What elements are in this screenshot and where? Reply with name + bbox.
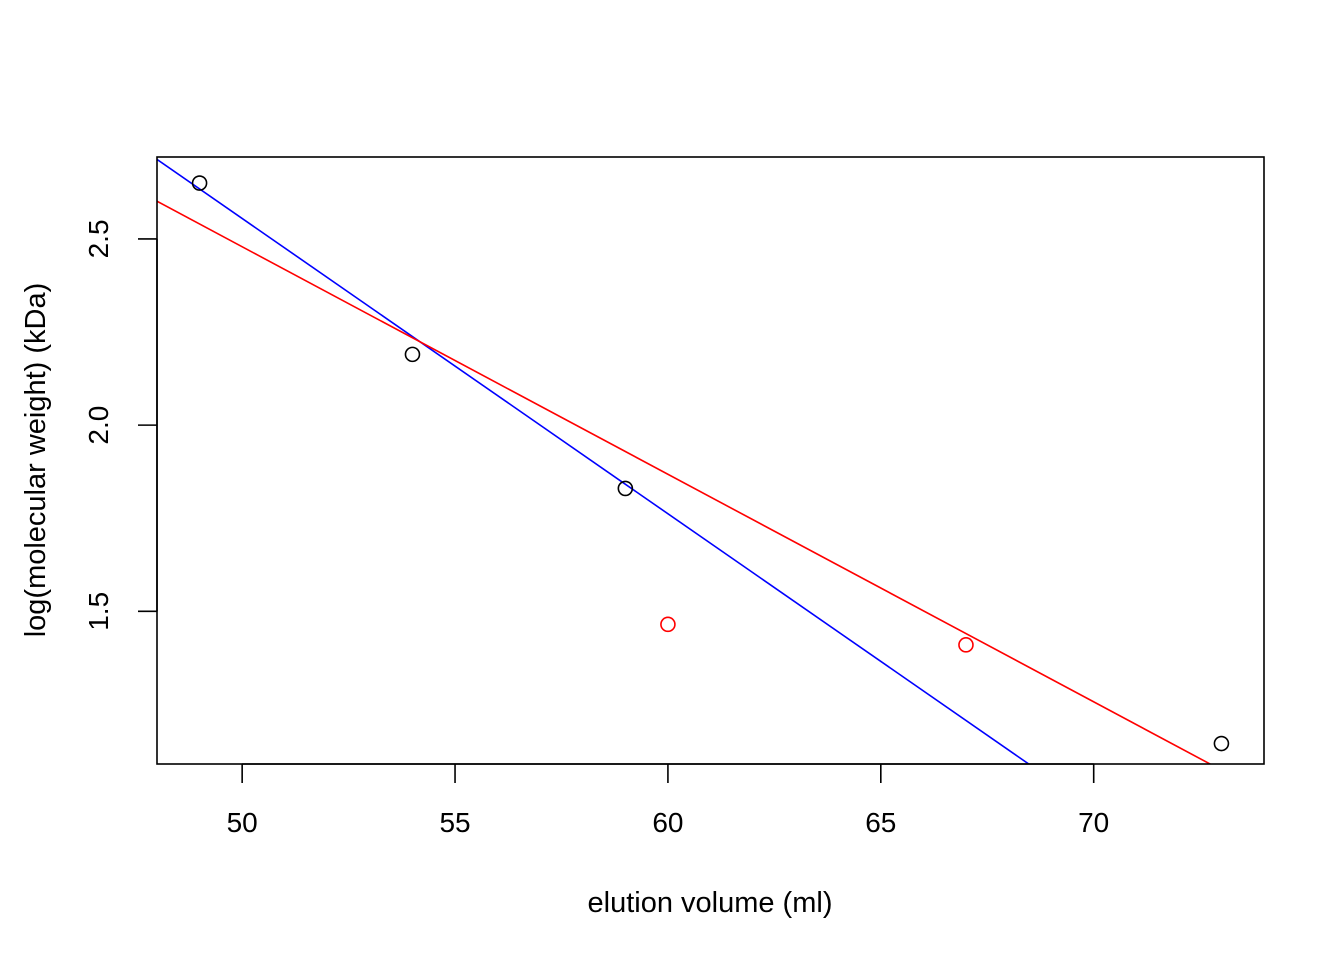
- x-axis: 50 55 60 65 70: [227, 763, 1109, 838]
- y-axis: 1.5 2.0 2.5: [83, 219, 158, 631]
- y-tick-label: 1.5: [83, 592, 114, 631]
- fit-line: [157, 200, 1212, 764]
- data-point: [1213, 735, 1230, 752]
- data-point: [660, 616, 676, 633]
- fit-line: [157, 158, 1031, 764]
- x-tick-label: 55: [439, 807, 470, 838]
- x-tick-label: 70: [1078, 807, 1109, 838]
- x-tick-label: 60: [652, 807, 683, 838]
- data-point: [191, 175, 208, 191]
- plot-frame: [156, 156, 1265, 765]
- data-point: [958, 637, 974, 653]
- x-tick-label: 50: [227, 807, 258, 838]
- data-points: [191, 175, 1230, 752]
- x-tick-label: 65: [865, 807, 896, 838]
- fit-lines: [157, 158, 1212, 764]
- y-tick-label: 2.0: [83, 406, 114, 445]
- data-point: [404, 346, 421, 363]
- y-tick-label: 2.5: [83, 219, 114, 258]
- y-axis-title: log(molecular weight) (kDa): [20, 283, 52, 638]
- data-point: [617, 480, 634, 497]
- x-axis-title: elution volume (ml): [588, 887, 833, 919]
